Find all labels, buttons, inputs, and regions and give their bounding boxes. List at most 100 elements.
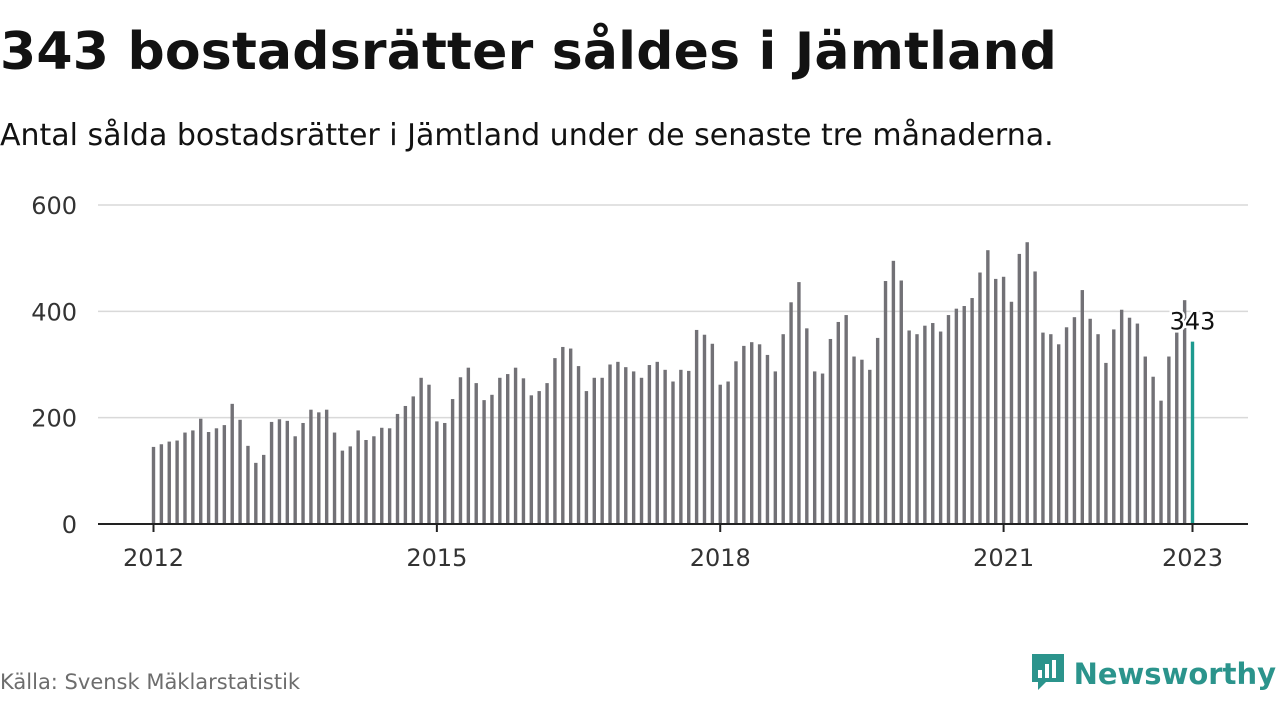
bar <box>742 345 746 524</box>
x-tick-label: 2012 <box>123 544 184 572</box>
bar <box>1104 362 1108 524</box>
bar <box>655 361 659 524</box>
bar <box>1001 276 1006 524</box>
bar <box>364 439 368 524</box>
bar <box>191 430 195 524</box>
bar <box>844 315 848 524</box>
highlight-bar <box>1190 341 1195 524</box>
bar <box>1025 242 1029 524</box>
bar <box>553 358 557 524</box>
bar <box>199 418 203 524</box>
bar <box>474 383 478 524</box>
bar <box>986 250 990 525</box>
highlight-value-label: 343 <box>1170 308 1216 336</box>
bar <box>159 444 164 524</box>
bar <box>380 427 384 524</box>
y-tick-label: 600 <box>31 192 77 220</box>
bar <box>1033 271 1037 524</box>
bar <box>702 334 707 524</box>
bar <box>789 302 793 524</box>
bar <box>1056 344 1061 524</box>
bar <box>891 260 896 524</box>
bar <box>348 446 352 524</box>
bar <box>1182 300 1187 524</box>
bar <box>1143 356 1147 524</box>
bar <box>521 378 526 524</box>
bar <box>805 328 809 524</box>
bar <box>1041 332 1045 524</box>
bar <box>687 370 691 524</box>
bar <box>1096 334 1100 524</box>
bar <box>301 422 305 524</box>
bar <box>1064 327 1069 524</box>
bar <box>285 420 290 524</box>
page-subtitle: Antal sålda bostadsrätter i Jämtland und… <box>0 118 1054 153</box>
bar <box>600 377 604 524</box>
bar <box>254 462 258 524</box>
bar <box>1049 334 1053 524</box>
x-tick-label: 2021 <box>973 544 1034 572</box>
bar <box>309 409 313 524</box>
bar <box>230 403 234 524</box>
bar <box>1017 253 1022 524</box>
bar <box>647 365 652 524</box>
bar <box>529 395 534 524</box>
bar <box>568 348 573 524</box>
bar <box>962 306 966 524</box>
bar <box>1080 290 1085 524</box>
bar <box>978 272 982 524</box>
bar <box>734 361 738 524</box>
bar <box>340 450 345 524</box>
bar <box>466 367 471 524</box>
bar <box>671 381 675 524</box>
page-title: 343 bostadsrätter såldes i Jämtland <box>0 22 1058 82</box>
bar <box>592 377 596 524</box>
bar <box>206 432 211 524</box>
bar <box>860 359 864 524</box>
bar <box>427 384 431 524</box>
bar <box>450 399 455 524</box>
bar <box>167 441 171 524</box>
bar <box>694 329 699 524</box>
bar <box>222 425 227 524</box>
bar <box>608 364 612 524</box>
bar <box>269 421 274 524</box>
bar <box>899 280 903 524</box>
bar <box>482 400 486 524</box>
chart-bubble-icon <box>1030 652 1066 696</box>
bar <box>883 281 888 524</box>
bar <box>419 377 423 524</box>
bar <box>765 354 770 524</box>
bar <box>931 323 935 524</box>
bar <box>584 391 589 524</box>
bar <box>663 369 667 524</box>
brand-name: Newsworthy <box>1073 657 1276 691</box>
bar <box>970 298 974 524</box>
bar <box>836 321 840 524</box>
bar <box>576 366 581 524</box>
bar <box>750 342 754 524</box>
bar <box>1127 317 1132 524</box>
bar-chart: 0 200 400 600 2012 2015 2018 2021 2023 343 <box>31 192 1248 572</box>
bar <box>820 373 825 524</box>
bar <box>797 282 801 524</box>
bar <box>923 325 927 524</box>
bar <box>1159 400 1163 524</box>
bar <box>812 371 817 524</box>
bar <box>639 377 644 524</box>
bar <box>868 369 872 524</box>
bar <box>317 412 321 524</box>
bar <box>332 432 337 524</box>
bar <box>946 315 951 524</box>
bar <box>151 446 156 524</box>
bar <box>411 396 415 524</box>
y-tick-label: 0 <box>62 511 77 539</box>
bar <box>324 409 329 524</box>
bar <box>938 331 943 524</box>
bar <box>238 419 242 524</box>
bar <box>561 346 565 524</box>
bar <box>214 428 219 524</box>
bar <box>773 371 778 524</box>
bar <box>372 436 376 524</box>
bar <box>498 377 502 524</box>
